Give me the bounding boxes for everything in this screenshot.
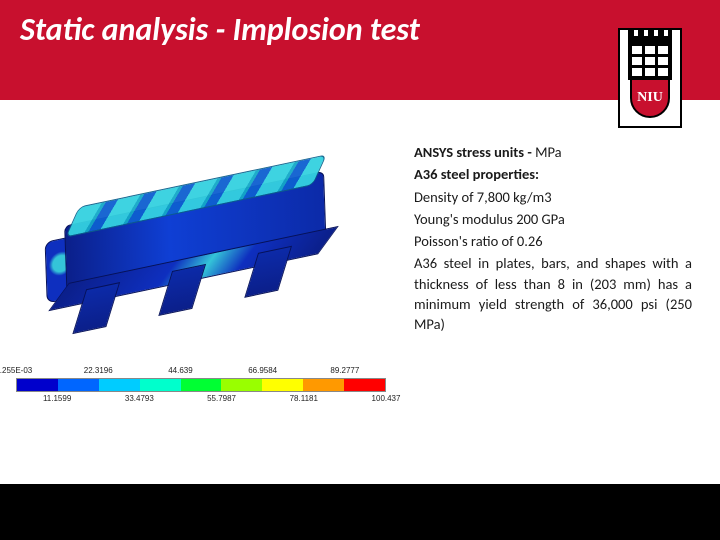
colorbar-tick-upper: 66.9584 [248,366,277,375]
properties-panel: ANSYS stress units - MPa A36 steel prope… [414,118,692,420]
stress-colorbar: .255E-0322.319644.63966.958489.2777 11.1… [16,366,386,420]
colorbar-tick-lower: 33.4793 [125,394,154,403]
steel-properties-heading: A36 steel properties: [414,164,692,184]
niu-logo: NIU [618,28,682,128]
colorbar-tick-upper: 44.639 [168,366,192,375]
colorbar-tick-upper: 89.2777 [330,366,359,375]
colorbar-segment [181,379,222,391]
colorbar-tick-lower: 55.7987 [207,394,236,403]
colorbar-segment [17,379,58,391]
colorbar-tick-upper: 22.3196 [84,366,113,375]
page-title: Static analysis - Implosion test [20,12,540,49]
stress-units-line: ANSYS stress units - MPa [414,142,692,162]
colorbar-segment [344,379,385,391]
footer-bar [0,484,720,540]
fea-render [16,118,386,348]
logo-building-icon [628,36,672,80]
colorbar-segment [99,379,140,391]
colorbar-segment [262,379,303,391]
colorbar-tick-upper: .255E-03 [0,366,32,375]
yield-strength-paragraph: A36 steel in plates, bars, and shapes wi… [414,253,692,334]
logo-shield: NIU [630,78,670,118]
colorbar-segment [221,379,262,391]
poisson-ratio-line: Poisson's ratio of 0.26 [414,231,692,251]
main-content: .255E-03 22.3196 44.639 66.9584 89.2777 11.1… [0,100,720,420]
colorbar-segment [140,379,181,391]
header-banner: Static analysis - Implosion test [0,0,720,100]
stress-units-label: ANSYS stress units - [414,143,532,161]
colorbar-tick-lower: 78.1181 [290,394,318,403]
youngs-modulus-line: Young's modulus 200 GPa [414,209,692,229]
colorbar-segment [58,379,99,391]
colorbar-tick-lower: 11.1599 [43,394,71,403]
colorbar-tick-lower: 100.437 [372,394,401,403]
colorbar-segment [303,379,344,391]
figure-column: .255E-0322.319644.63966.958489.2777 11.1… [16,118,396,420]
density-line: Density of 7,800 kg/m3 [414,187,692,207]
stress-units-value: MPa [532,143,562,161]
